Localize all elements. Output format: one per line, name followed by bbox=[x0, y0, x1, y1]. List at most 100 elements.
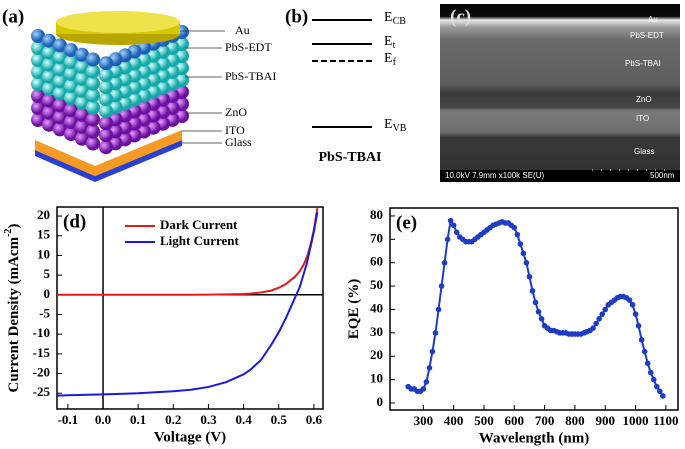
sphere bbox=[86, 64, 100, 79]
x-tick-label: 1100 bbox=[653, 413, 678, 428]
sphere bbox=[99, 68, 113, 83]
sphere bbox=[99, 128, 113, 143]
level-label: ECB bbox=[384, 10, 406, 27]
y-tick-label: 30 bbox=[370, 324, 383, 339]
sphere bbox=[53, 38, 67, 53]
sphere bbox=[53, 122, 67, 137]
data-point bbox=[653, 383, 660, 390]
sphere bbox=[31, 89, 45, 103]
sphere bbox=[31, 29, 45, 43]
data-point bbox=[593, 320, 599, 327]
layer-label: ZnO bbox=[225, 105, 247, 119]
data-point bbox=[650, 376, 657, 383]
sphere bbox=[75, 95, 89, 110]
y-tick-label: 0 bbox=[377, 394, 384, 409]
data-point bbox=[660, 393, 666, 399]
material-label: PbS-TBAI bbox=[318, 150, 381, 165]
layer-label: ITO bbox=[636, 114, 649, 123]
sphere bbox=[86, 88, 100, 103]
sphere bbox=[42, 93, 56, 108]
sphere bbox=[31, 41, 45, 55]
data-point bbox=[514, 231, 521, 238]
layer-label: PbS-TBAI bbox=[625, 59, 661, 68]
sphere bbox=[75, 71, 89, 86]
level-label: EVB bbox=[384, 117, 407, 134]
x-axis-label: Wavelength (nm) bbox=[479, 430, 589, 446]
data-point bbox=[596, 316, 602, 322]
sphere bbox=[86, 112, 100, 127]
sphere bbox=[31, 113, 45, 127]
data-point bbox=[444, 236, 451, 243]
y-axis-label-suffix: ) bbox=[6, 224, 22, 229]
panel-label: (d) bbox=[63, 211, 86, 232]
x-tick-label: 0.4 bbox=[235, 412, 252, 427]
x-tick-label: 500 bbox=[474, 413, 494, 428]
layer-label: ZnO bbox=[636, 95, 652, 104]
y-tick-label: 15 bbox=[37, 227, 51, 242]
sphere bbox=[86, 52, 100, 67]
y-tick-label: 50 bbox=[370, 277, 383, 292]
sphere bbox=[42, 117, 56, 132]
panel-label: (b) bbox=[285, 6, 308, 27]
y-tick-label: 40 bbox=[370, 300, 383, 315]
sphere bbox=[99, 116, 113, 131]
sphere bbox=[64, 103, 78, 118]
plot-frame bbox=[56, 206, 324, 410]
sphere bbox=[75, 119, 89, 134]
layer-label: PbS-EDT bbox=[225, 40, 272, 54]
x-tick-label: 900 bbox=[595, 413, 615, 428]
data-point bbox=[420, 386, 427, 392]
sphere bbox=[42, 69, 56, 84]
legend-label: Dark Current bbox=[160, 217, 238, 232]
y-tick-label: -5 bbox=[39, 305, 50, 320]
data-point bbox=[638, 337, 645, 343]
sphere bbox=[75, 47, 89, 62]
sphere bbox=[75, 83, 89, 98]
data-point bbox=[602, 306, 609, 313]
y-tick-label: 5 bbox=[44, 266, 51, 281]
sphere bbox=[53, 86, 67, 101]
x-tick-label: 0.5 bbox=[271, 412, 288, 427]
sphere bbox=[64, 67, 78, 82]
sphere bbox=[42, 45, 56, 60]
sphere bbox=[31, 65, 45, 79]
sphere bbox=[75, 59, 89, 74]
sphere bbox=[64, 43, 78, 58]
y-tick-label: -20 bbox=[33, 365, 50, 380]
data-point bbox=[447, 217, 454, 224]
x-tick-label: 700 bbox=[535, 413, 555, 428]
data-point bbox=[432, 330, 439, 336]
x-tick-label: 0.3 bbox=[200, 412, 217, 427]
sem-image bbox=[440, 4, 680, 182]
data-point bbox=[526, 273, 533, 280]
data-point bbox=[641, 348, 648, 355]
legend-label: Light Current bbox=[160, 233, 240, 248]
y-axis-label-text: Current Density (mAcm bbox=[6, 236, 22, 392]
sphere bbox=[86, 136, 100, 151]
y-axis-label: EQE (%) bbox=[346, 279, 362, 339]
sphere bbox=[64, 91, 78, 106]
data-point bbox=[450, 222, 457, 229]
layer-label: PbS-TBAI bbox=[225, 69, 276, 83]
sphere bbox=[64, 55, 78, 70]
y-tick-label: -25 bbox=[33, 384, 51, 399]
sphere bbox=[86, 100, 100, 115]
series-line bbox=[57, 211, 319, 397]
device-stack bbox=[31, 25, 189, 182]
data-point bbox=[441, 259, 448, 266]
data-point bbox=[632, 311, 639, 317]
glass-layer bbox=[35, 140, 182, 182]
sphere bbox=[86, 124, 100, 139]
layer-label: ITO bbox=[225, 123, 245, 137]
leader-lines bbox=[180, 30, 225, 144]
scale-label: 500nm bbox=[650, 171, 675, 180]
data-point bbox=[453, 229, 460, 236]
x-tick-label: 0.6 bbox=[306, 412, 323, 427]
sphere bbox=[99, 56, 113, 71]
sphere bbox=[64, 79, 78, 94]
layer-label: PbS-EDT bbox=[630, 31, 664, 40]
y-tick-label: 20 bbox=[37, 207, 50, 222]
sphere bbox=[31, 77, 45, 91]
data-point bbox=[644, 360, 651, 367]
sphere bbox=[64, 115, 78, 130]
